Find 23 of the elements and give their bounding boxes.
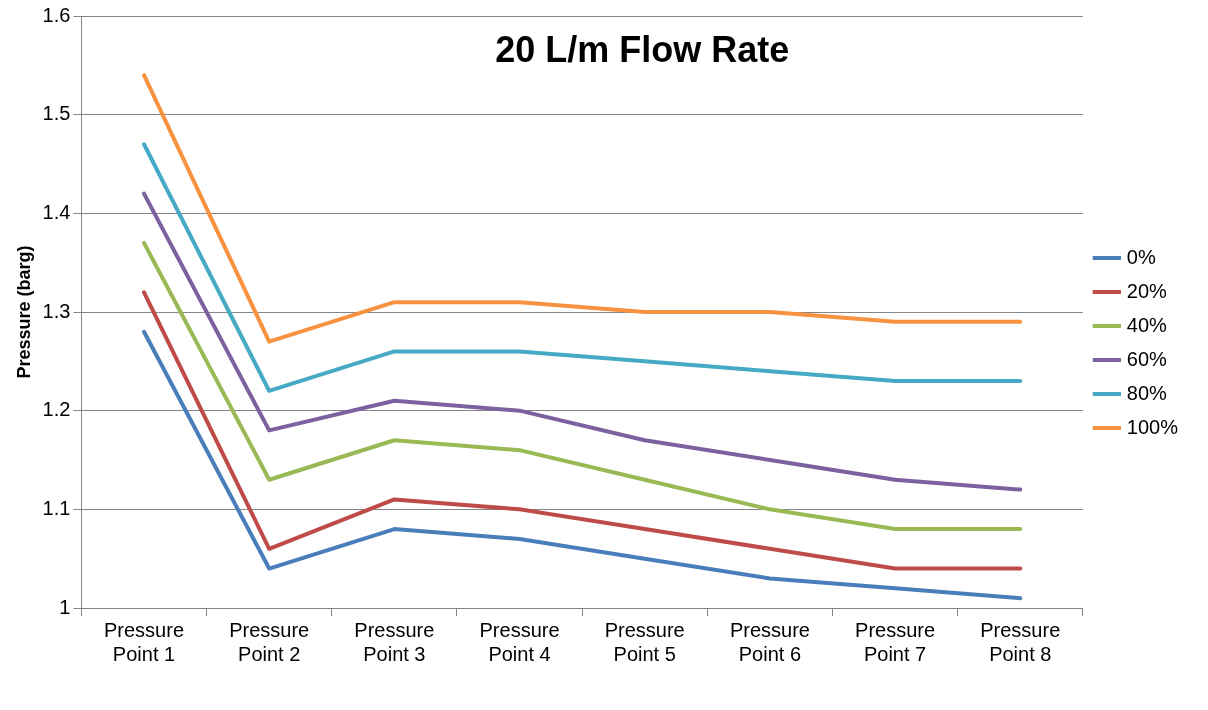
legend-label: 20% — [1126, 279, 1168, 302]
legend-label: 40% — [1126, 313, 1168, 336]
x-tick-label: Pressure Point 8 — [980, 618, 1061, 665]
chart-title: 20 L/m Flow Rate — [495, 28, 790, 70]
legend-label: 80% — [1126, 381, 1168, 404]
y-tick-label: 1 — [59, 595, 71, 618]
legend-label: 60% — [1126, 347, 1168, 370]
x-tick-label: Pressure Point 3 — [354, 618, 435, 665]
x-tick-label: Pressure Point 5 — [604, 618, 685, 665]
y-tick-label: 1.2 — [42, 398, 71, 421]
y-axis-title: Pressure (barg) — [13, 245, 34, 379]
y-tick-label: 1.6 — [42, 3, 71, 26]
x-tick-label: Pressure Point 1 — [103, 618, 185, 665]
legend-label: 100% — [1126, 415, 1179, 438]
y-tick-label: 1.5 — [42, 102, 71, 125]
legend-label: 0% — [1126, 245, 1156, 268]
y-tick-label: 1.1 — [42, 496, 71, 519]
x-tick-label: Pressure Point 4 — [479, 618, 560, 665]
x-tick-label: Pressure Point 2 — [229, 618, 310, 665]
y-tick-label: 1.3 — [42, 299, 71, 322]
x-tick-label: Pressure Point 7 — [855, 618, 936, 665]
x-tick-label: Pressure Point 6 — [729, 618, 810, 665]
y-tick-label: 1.4 — [42, 200, 71, 223]
